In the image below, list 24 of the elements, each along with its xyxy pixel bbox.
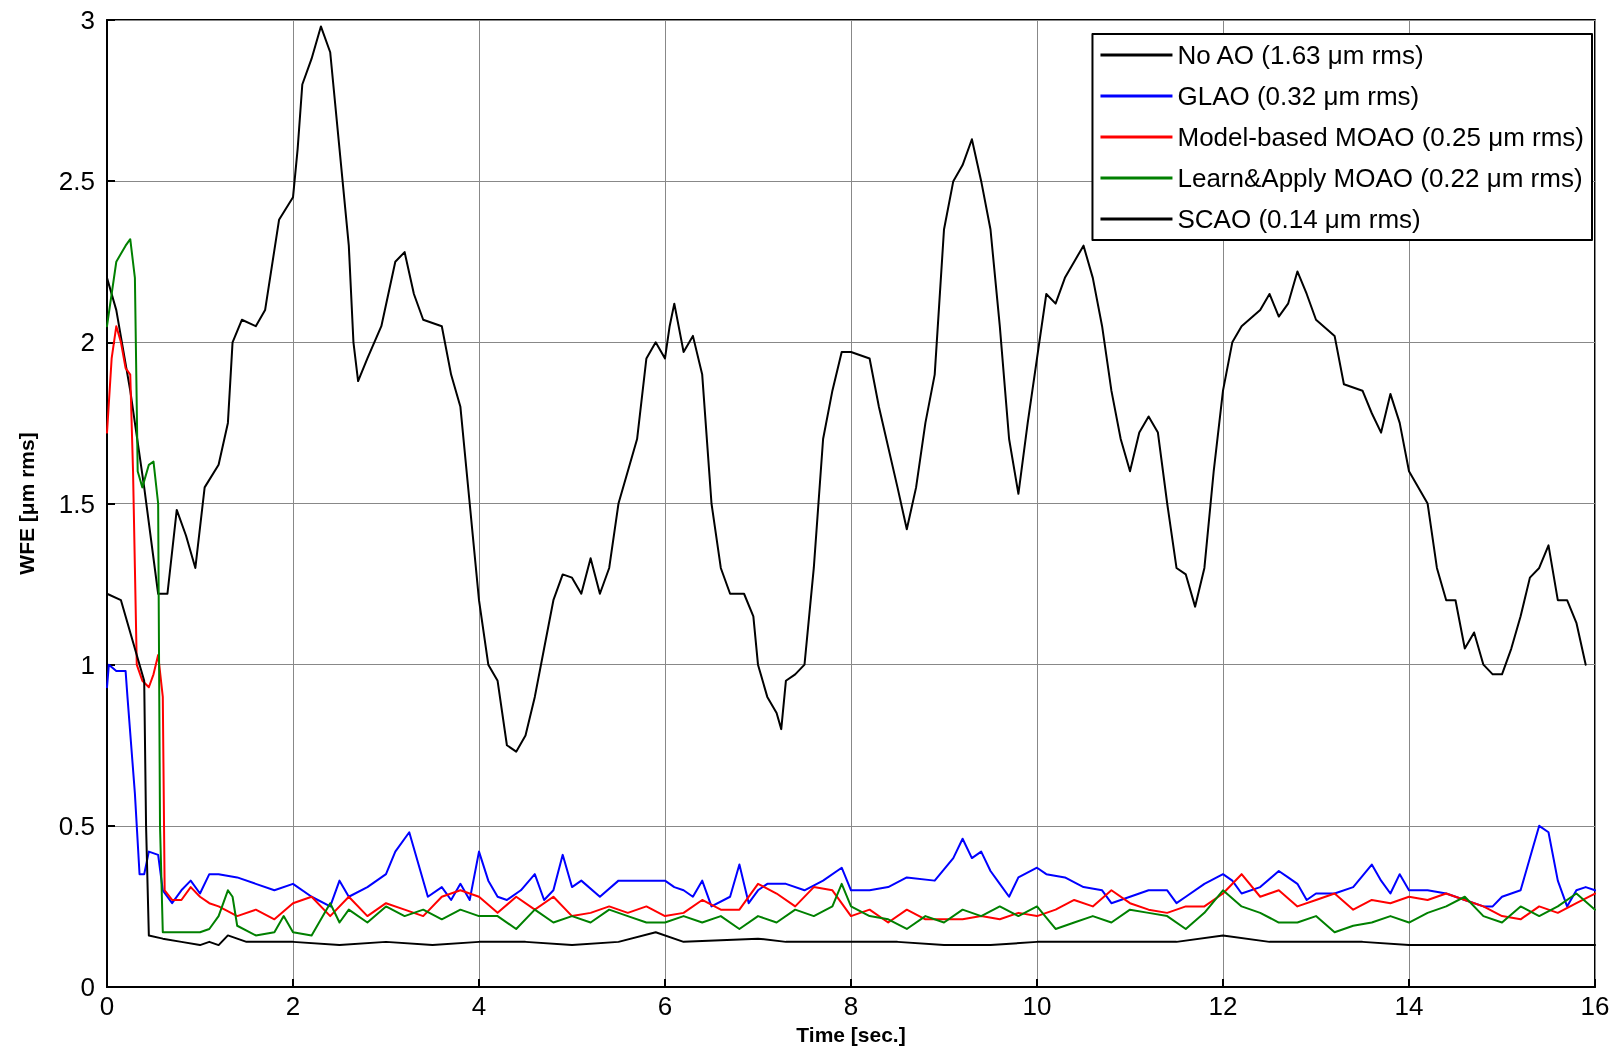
- x-tick-label: 10: [1022, 991, 1052, 1021]
- legend-label: SCAO (0.14 μm rms): [1177, 204, 1421, 234]
- x-axis-title: Time [sec.]: [796, 1022, 906, 1046]
- x-tick-label: 8: [843, 991, 859, 1021]
- x-tick-label: 16: [1580, 991, 1610, 1021]
- legend-label: No AO (1.63 μm rms): [1177, 40, 1424, 70]
- legend-label: Learn&Apply MOAO (0.22 μm rms): [1177, 163, 1583, 193]
- y-axis-title: WFE [μm rms]: [15, 432, 38, 575]
- y-tick-label: 2: [80, 327, 95, 358]
- legend-label: GLAO (0.32 μm rms): [1177, 81, 1420, 111]
- y-tick-label: 0.5: [58, 810, 95, 841]
- x-tick-label: 2: [285, 991, 301, 1021]
- y-tick-label: 1.5: [58, 488, 95, 519]
- line-series: [106, 663, 1596, 908]
- y-tick-label: 1: [80, 649, 95, 680]
- x-tick-label: 6: [657, 991, 673, 1021]
- x-tick-label: 12: [1208, 991, 1238, 1021]
- y-tick-label: 2.5: [58, 166, 95, 197]
- y-tick-label: 0: [80, 972, 95, 1002]
- x-tick-label: 0: [99, 991, 115, 1021]
- x-tick-label: 14: [1394, 991, 1424, 1021]
- x-tick-label: 4: [471, 991, 487, 1021]
- y-tick-label: 3: [80, 5, 95, 35]
- legend-label: Model-based MOAO (0.25 μm rms): [1177, 122, 1584, 152]
